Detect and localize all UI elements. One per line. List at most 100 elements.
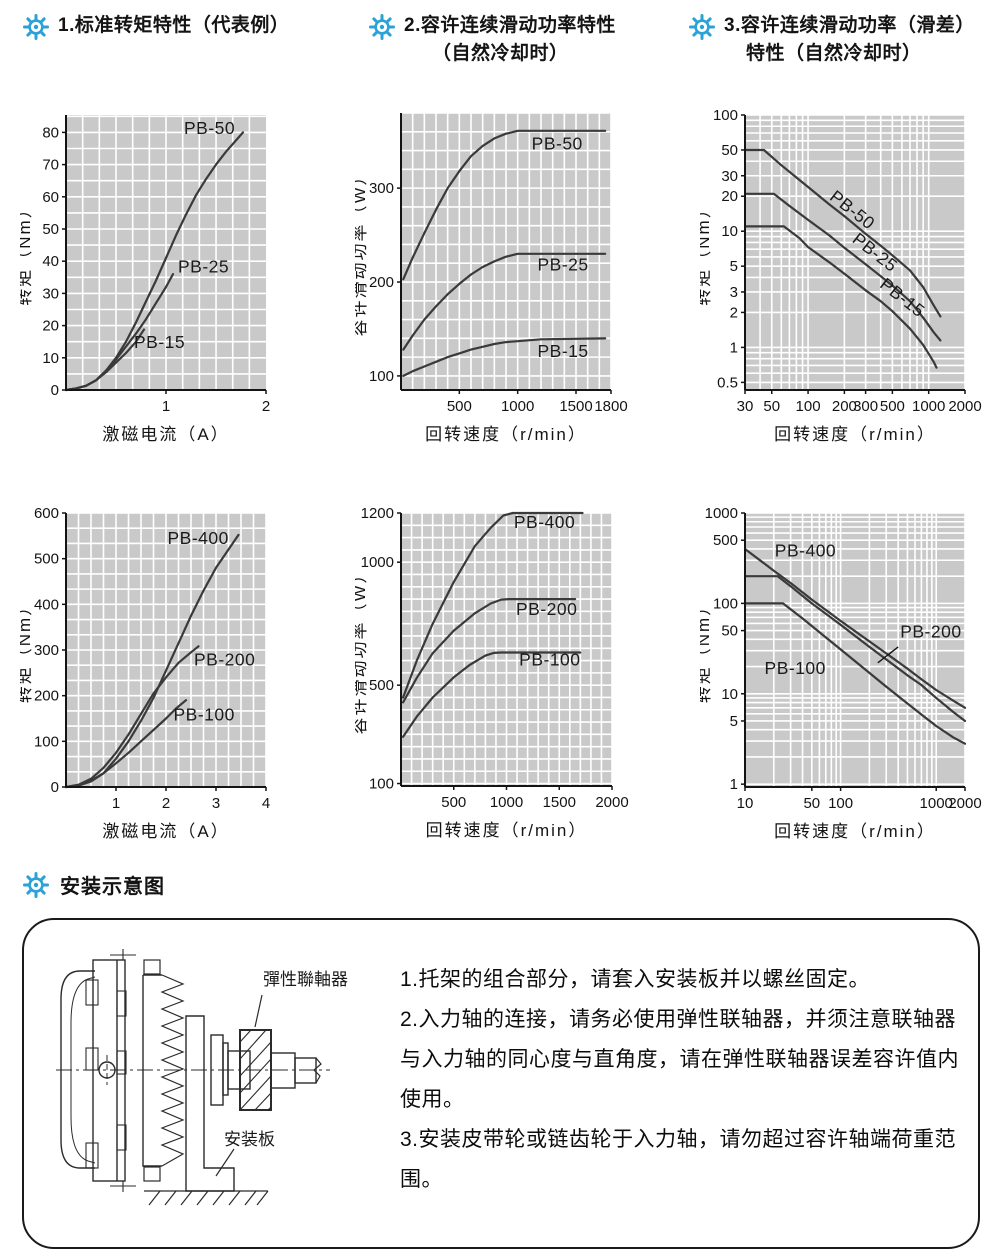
y-axis-title: 容许滑动功率（W） bbox=[355, 564, 369, 734]
series-curve-PB-400 bbox=[743, 547, 967, 709]
x-tick-label: 1500 bbox=[559, 398, 592, 415]
section-title: 2.容许连续滑动功率特性 bbox=[404, 15, 616, 36]
series-label-PB-400: PB-400 bbox=[514, 512, 575, 532]
y-tick-label: 40 bbox=[42, 253, 59, 270]
x-tick-label: 300 bbox=[853, 398, 878, 415]
y-tick-label: 50 bbox=[721, 142, 738, 159]
plate-label: 安装板 bbox=[224, 1130, 275, 1149]
x-tick-label: 200 bbox=[832, 398, 857, 415]
cooling-fin-band bbox=[142, 959, 185, 1182]
x-tick-label: 1000 bbox=[912, 398, 945, 415]
install-note-3: 3.安装皮带轮或链齿轮于入力轴，请勿超过容许轴端荷重范围。 bbox=[400, 1128, 957, 1191]
x-axis-title: 回转速度（r/min） bbox=[426, 821, 588, 840]
y-tick-label: 50 bbox=[721, 623, 738, 640]
y-tick-label: 100 bbox=[713, 107, 738, 124]
y-tick-label: 30 bbox=[721, 168, 738, 185]
y-axis-title: 转矩（Nm） bbox=[700, 199, 713, 305]
y-tick-label: 1000 bbox=[705, 505, 738, 522]
mounting-plate bbox=[185, 1015, 235, 1192]
x-tick-label: 50 bbox=[763, 398, 780, 415]
y-tick-label: 1 bbox=[730, 339, 738, 356]
plate-leader-line bbox=[215, 1148, 235, 1177]
y-tick-label: 400 bbox=[34, 596, 59, 613]
brake-body bbox=[85, 949, 136, 1192]
series-label-PB-15: PB-15 bbox=[538, 341, 589, 361]
x-tick-label: 2 bbox=[162, 795, 170, 812]
x-tick-label: 500 bbox=[880, 398, 905, 415]
chart-torque-vs-speed-small: 30 50 100 200 300 500 1000 2000 100 50 30 20 10 5 3 2 1 0… bbox=[694, 100, 1000, 457]
label-leader-line bbox=[877, 646, 899, 664]
y-tick-label: 1000 bbox=[361, 554, 394, 571]
y-tick-label: 500 bbox=[369, 677, 394, 694]
x-tick-label: 1800 bbox=[594, 398, 627, 415]
section-header-3: 3.容许连续滑动功率（滑差） 特性（自然冷却时） bbox=[688, 12, 988, 68]
y-tick-label: 1200 bbox=[361, 505, 394, 522]
gear-icon bbox=[23, 871, 49, 898]
section-header-2: 2.容许连续滑动功率特性 （自然冷却时） bbox=[368, 12, 688, 68]
x-tick-label: 100 bbox=[796, 398, 821, 415]
y-tick-label: 30 bbox=[42, 285, 59, 302]
y-tick-label: 5 bbox=[730, 258, 738, 275]
y-tick-label: 300 bbox=[34, 642, 59, 659]
y-tick-label: 10 bbox=[721, 686, 738, 703]
y-tick-label: 500 bbox=[34, 551, 59, 568]
series-curve-PB-200 bbox=[402, 598, 577, 704]
x-tick-label: 1 bbox=[112, 795, 120, 812]
coupling-label: 彈性聯軸器 bbox=[263, 970, 348, 989]
x-tick-label: 1 bbox=[162, 398, 170, 415]
y-tick-label: 0.5 bbox=[717, 374, 738, 391]
section-title-line2: 特性（自然冷却时） bbox=[746, 43, 922, 64]
y-tick-label: 100 bbox=[34, 733, 59, 750]
x-tick-label: 2000 bbox=[948, 795, 981, 812]
series-label-PB-400: PB-400 bbox=[168, 528, 229, 548]
y-tick-label: 200 bbox=[369, 274, 394, 291]
section-title: 3.容许连续滑动功率（滑差） bbox=[724, 15, 975, 36]
series-label-PB-100: PB-100 bbox=[765, 658, 826, 678]
x-tick-label: 1000 bbox=[920, 795, 953, 812]
series-label-PB-25: PB-25 bbox=[178, 256, 229, 276]
section-title: 1.标准转矩特性（代表例） bbox=[58, 15, 290, 36]
y-tick-label: 10 bbox=[42, 350, 59, 367]
series-label-PB-50: PB-50 bbox=[532, 134, 583, 154]
gear-icon bbox=[369, 14, 395, 40]
coupling-leader-line bbox=[254, 994, 263, 1028]
y-tick-label: 100 bbox=[369, 776, 394, 793]
series-curve-PB-15 bbox=[743, 225, 938, 369]
series-curve-PB-100 bbox=[743, 602, 967, 745]
x-tick-label: 1500 bbox=[543, 794, 576, 811]
y-tick-label: 0 bbox=[51, 382, 59, 399]
y-tick-label: 1 bbox=[730, 776, 738, 793]
y-tick-label: 3 bbox=[730, 284, 738, 301]
y-tick-label: 60 bbox=[42, 189, 59, 206]
chart-canvas: 500 1000 1500 2000 100 500 1000 1200 PB-400 PB-20… bbox=[350, 505, 629, 840]
y-tick-label: 600 bbox=[34, 505, 59, 522]
install-section-title: 安装示意图 bbox=[60, 876, 165, 898]
installation-diagram-wrap: 彈性聯軸器 安装板 bbox=[38, 933, 380, 1238]
x-axis-title: 激磁电流（A） bbox=[102, 822, 229, 841]
y-axis-title: 转矩（Nm） bbox=[700, 597, 713, 703]
y-axis-title: 转矩（Nm） bbox=[20, 597, 34, 703]
series-curve-PB-50 bbox=[402, 129, 607, 281]
series-label-PB-200: PB-200 bbox=[900, 621, 961, 641]
y-tick-label: 70 bbox=[42, 157, 59, 174]
series-curve-PB-200 bbox=[64, 645, 200, 789]
installation-diagram: 彈性聯軸器 安装板 bbox=[56, 949, 348, 1206]
chart-torque-vs-speed-large: 10 50 100 1000 2000 1000 500 100 50 10 5 1 PB-400 PB-… bbox=[694, 498, 1000, 855]
y-tick-label: 20 bbox=[721, 188, 738, 205]
ground-hatch bbox=[144, 1190, 269, 1206]
install-section-header: 安装示意图 bbox=[22, 870, 165, 899]
series-label-PB-200: PB-200 bbox=[516, 599, 577, 619]
series-curve-PB-25 bbox=[402, 252, 607, 351]
x-tick-label: 3 bbox=[212, 795, 220, 812]
x-tick-label: 10 bbox=[737, 795, 754, 812]
y-tick-label: 300 bbox=[369, 180, 394, 197]
y-tick-label: 20 bbox=[42, 318, 59, 335]
gear-icon bbox=[689, 14, 715, 40]
install-box bbox=[22, 918, 980, 1249]
series-curve-PB-100 bbox=[64, 699, 188, 789]
x-axis-title: 激磁电流（A） bbox=[102, 425, 229, 444]
series-curve-PB-400 bbox=[402, 511, 584, 699]
y-axis-title: 转矩（Nm） bbox=[20, 199, 34, 305]
